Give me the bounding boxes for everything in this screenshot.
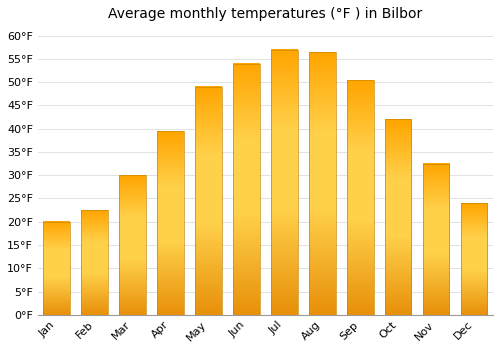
Bar [461, 203, 487, 315]
Bar [271, 50, 297, 315]
Bar [120, 175, 146, 315]
Bar [44, 222, 70, 315]
Bar [385, 119, 411, 315]
Bar [158, 131, 184, 315]
Bar [423, 163, 450, 315]
Bar [309, 52, 336, 315]
Bar [347, 80, 374, 315]
Title: Average monthly temperatures (°F ) in Bilbor: Average monthly temperatures (°F ) in Bi… [108, 7, 422, 21]
Bar [233, 63, 260, 315]
Bar [195, 87, 222, 315]
Bar [82, 210, 108, 315]
